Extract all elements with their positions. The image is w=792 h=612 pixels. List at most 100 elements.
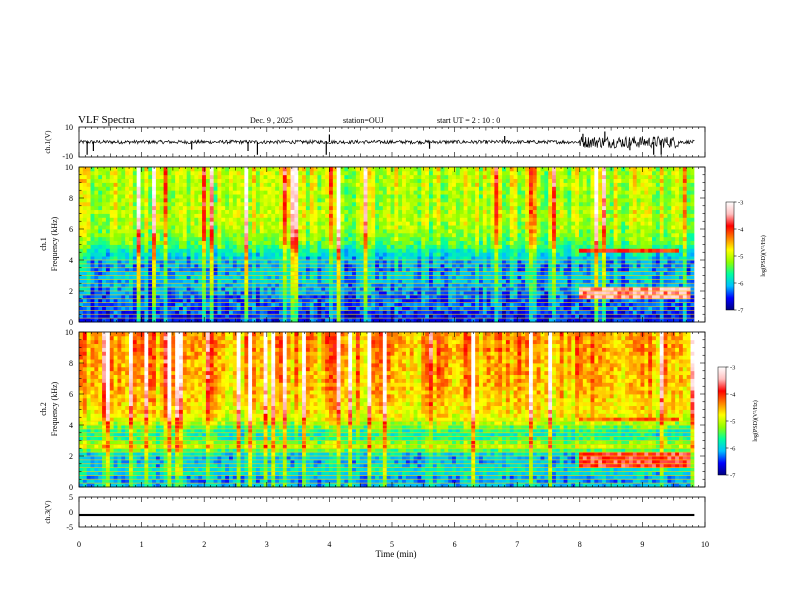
spec1-cell xyxy=(148,310,153,315)
spec1-cell xyxy=(625,240,630,245)
spec1-cell xyxy=(655,205,661,211)
spec1-cell xyxy=(398,302,403,307)
spec1-cell xyxy=(644,283,649,288)
spec1-cell xyxy=(502,298,507,304)
spec1-cell xyxy=(528,256,534,261)
spec1-cell xyxy=(563,260,568,265)
spec1-cell xyxy=(367,275,372,280)
spec1-cell xyxy=(321,291,326,296)
spec1-cell xyxy=(471,252,476,257)
spec1-cell xyxy=(313,240,318,245)
spec1-cell xyxy=(305,283,311,288)
spec1-cell xyxy=(655,256,661,261)
spec1-cell xyxy=(640,271,645,276)
spec1-cell xyxy=(621,252,626,257)
spec1-cell xyxy=(517,306,522,311)
spec1-cell xyxy=(267,318,272,323)
spec1-cell xyxy=(109,302,115,307)
spec1-cell xyxy=(467,314,472,319)
spec1-cell xyxy=(621,302,626,307)
spec1-cell xyxy=(509,236,514,242)
spec1-cell xyxy=(567,302,572,307)
spec1-cell xyxy=(121,318,126,323)
spec1-cell xyxy=(290,256,295,261)
spec1-cell xyxy=(278,213,284,218)
spec1-cell xyxy=(440,244,445,249)
spec1-cell xyxy=(525,318,530,323)
spec1-cell xyxy=(209,283,215,288)
spec1-cell xyxy=(502,209,507,214)
spec1-cell xyxy=(228,271,234,276)
spec1-cell xyxy=(355,267,361,273)
spec1-cell xyxy=(528,209,534,214)
spec1-cell xyxy=(355,314,361,319)
spec1-cell xyxy=(102,314,107,319)
spec1-cell xyxy=(613,271,618,276)
spec1-cell xyxy=(398,213,403,218)
spec1-cell xyxy=(421,229,426,234)
spec1-cell xyxy=(209,318,215,323)
spec1-cell xyxy=(571,244,576,249)
spec1-cell xyxy=(332,314,338,319)
spec1-cell xyxy=(175,263,180,269)
spec1-cell xyxy=(132,310,138,315)
spec1-cell xyxy=(555,263,561,269)
spec1-cell xyxy=(482,225,488,230)
spec1-cell xyxy=(590,314,595,319)
spec1-cell xyxy=(82,267,88,273)
spec1-cell xyxy=(402,263,407,269)
spec1-cell xyxy=(352,283,357,288)
spec1-cell xyxy=(271,229,276,234)
spec1-cell xyxy=(248,248,253,253)
spec1-cell xyxy=(86,240,91,245)
spec1-cell xyxy=(632,217,638,222)
spec1-cell xyxy=(328,232,334,238)
spec1-cell xyxy=(448,252,453,257)
spec1-cell xyxy=(555,310,561,315)
spec1-cell xyxy=(225,291,230,296)
spec1-cell xyxy=(367,298,372,304)
spec1-cell xyxy=(463,236,468,242)
spec1-cell xyxy=(678,213,684,218)
spec1-cell xyxy=(455,236,461,242)
spec1-cell xyxy=(236,302,241,307)
spec1-cell xyxy=(232,310,238,315)
spec1-cell xyxy=(302,232,307,238)
spec1-cell xyxy=(575,240,580,245)
spec1-cell xyxy=(402,201,407,207)
spec1-cell xyxy=(548,221,553,226)
spec1-cell xyxy=(659,229,664,234)
spec1-cell xyxy=(255,256,261,261)
spec1-cell xyxy=(148,260,153,265)
spec1-cell xyxy=(90,260,95,265)
spec1-cell xyxy=(436,298,441,304)
spec1-cell xyxy=(105,198,111,203)
spec1-cell xyxy=(659,213,664,218)
spec1-cell xyxy=(248,232,253,238)
spec1-cell xyxy=(621,248,626,253)
spec1-cell xyxy=(521,232,526,238)
spec1-cell xyxy=(325,294,330,300)
spec1-cell xyxy=(278,298,284,304)
spec1-cell xyxy=(375,287,380,292)
spec1-cell xyxy=(190,314,195,319)
spec1-cell xyxy=(486,213,491,218)
spec1-cell xyxy=(221,314,226,319)
spec1-cell xyxy=(282,236,288,242)
spec1-cell xyxy=(321,252,326,257)
spec1-cell xyxy=(248,291,253,296)
spec1-cell xyxy=(321,298,326,304)
spec1-cell xyxy=(232,318,238,323)
spec1-cell xyxy=(263,314,268,319)
spec1-cell xyxy=(190,213,195,218)
spec1-cell xyxy=(536,267,541,273)
spec1-cell xyxy=(148,256,153,261)
spec1-cell xyxy=(563,205,568,211)
spec1-cell xyxy=(682,221,688,226)
spec1-cell xyxy=(282,279,288,284)
spec1-cell xyxy=(444,302,449,307)
spec1-cell xyxy=(232,263,238,269)
spec1-cell xyxy=(228,310,234,315)
spec1-cell xyxy=(348,287,353,292)
spec1-cell xyxy=(290,283,295,288)
